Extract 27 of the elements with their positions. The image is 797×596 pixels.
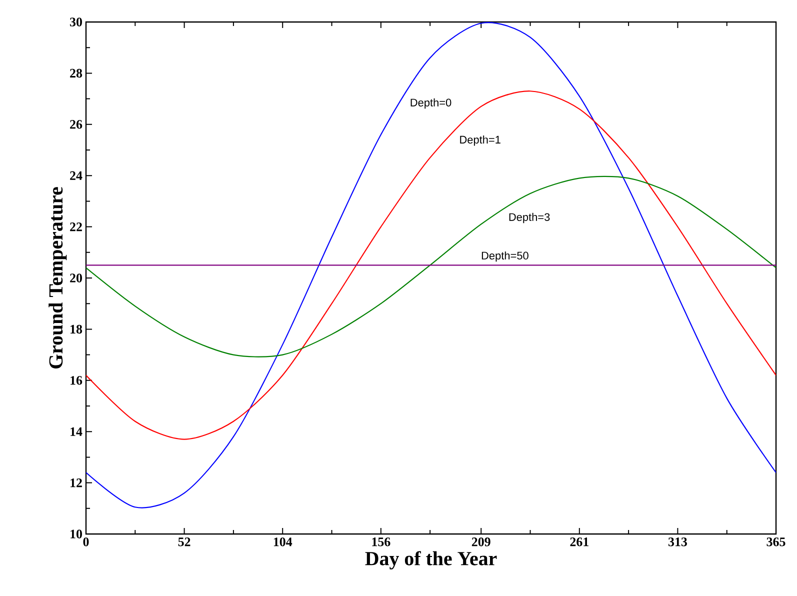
x-tick-label: 156 [372, 538, 390, 546]
y-tick-label: 20 [70, 274, 82, 282]
x-tick-label: 104 [274, 538, 292, 546]
x-tick-label: 313 [668, 538, 687, 546]
y-tick-label: 24 [70, 171, 82, 180]
y-tick-label: 18 [70, 324, 82, 334]
line-series [86, 22, 776, 508]
y-tick-label: 12 [70, 478, 82, 488]
x-tick-label: 52 [178, 538, 190, 546]
x-tick-label: 0 [83, 538, 89, 546]
y-tick-label: 10 [70, 530, 82, 538]
x-tick-label: 209 [472, 538, 490, 546]
y-tick-label: 26 [70, 120, 82, 129]
y-tick-label: 14 [70, 427, 82, 436]
series-label: Depth=3 [509, 212, 550, 224]
line-series [86, 90, 776, 440]
x-tick-label: 365 [766, 538, 786, 546]
x-tick-label: 261 [570, 538, 588, 546]
y-tick-label: 22 [70, 222, 82, 232]
y-tick-label: 16 [70, 376, 82, 385]
series-label: Depth=1 [460, 136, 500, 146]
y-axis-title: Ground Temperature [48, 187, 67, 368]
y-tick-label: 30 [70, 18, 82, 26]
x-axis-title: Day of the Year [365, 551, 497, 570]
series-label: Depth=50 [482, 251, 528, 262]
series-label: Depth=0 [410, 98, 452, 109]
y-tick-label: 28 [70, 68, 82, 78]
